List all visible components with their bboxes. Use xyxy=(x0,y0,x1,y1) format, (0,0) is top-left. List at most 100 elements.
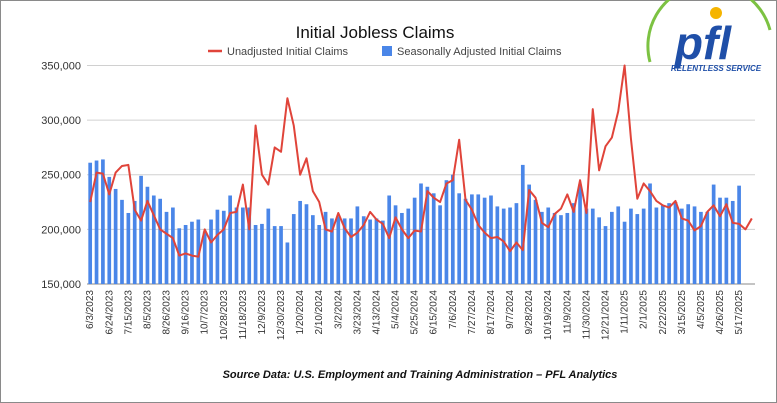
bar xyxy=(622,221,627,284)
bar xyxy=(679,208,684,284)
chart-title: Initial Jobless Claims xyxy=(296,23,455,42)
x-tick-label: 9/7/2024 xyxy=(505,290,516,329)
legend-line-label: Unadjusted Initial Claims xyxy=(227,46,349,58)
pfl-logo: pfl RELENTLESS SERVICE xyxy=(646,0,772,73)
bar xyxy=(88,162,93,284)
bar xyxy=(113,188,118,284)
x-tick-label: 5/17/2025 xyxy=(734,290,745,335)
bar xyxy=(393,205,398,284)
x-tick-label: 4/26/2025 xyxy=(715,290,726,335)
bar xyxy=(450,174,455,284)
bar xyxy=(520,164,525,284)
bar xyxy=(533,199,538,284)
bar xyxy=(482,197,487,284)
x-tick-label: 11/30/2024 xyxy=(581,290,592,340)
x-axis-ticks: 6/3/2023 6/24/2023 7/15/2023 8/5/2023 8/26/2… xyxy=(85,290,745,340)
x-tick-label: 3/2/2024 xyxy=(333,290,344,329)
x-tick-label: 7/15/2023 xyxy=(123,290,134,335)
bar xyxy=(648,183,652,284)
logo-swoosh xyxy=(646,0,772,63)
x-tick-label: 4/5/2025 xyxy=(696,290,707,329)
x-tick-label: 2/10/2024 xyxy=(314,290,325,335)
bar xyxy=(158,198,163,284)
bar xyxy=(667,203,671,284)
bar xyxy=(419,183,423,284)
bar xyxy=(699,211,703,284)
bar xyxy=(565,212,570,284)
bar xyxy=(361,216,366,284)
bar xyxy=(183,224,188,284)
bar-series xyxy=(88,159,741,284)
bar xyxy=(234,207,239,284)
bar xyxy=(215,209,220,284)
bar xyxy=(711,184,716,284)
bar xyxy=(387,195,392,284)
x-tick-label: 2/1/2025 xyxy=(639,290,650,329)
x-tick-label: 7/6/2024 xyxy=(448,290,459,329)
bar xyxy=(476,194,481,284)
bar xyxy=(221,210,226,284)
bar xyxy=(145,186,150,284)
bar xyxy=(590,208,595,284)
bar xyxy=(342,218,347,284)
bar xyxy=(126,212,131,284)
bar xyxy=(196,219,201,284)
bar xyxy=(171,207,175,284)
bar xyxy=(470,194,474,284)
bar xyxy=(584,208,589,284)
x-tick-label: 5/4/2024 xyxy=(391,290,402,329)
bar xyxy=(374,218,379,284)
legend-bar-label: Seasonally Adjusted Initial Claims xyxy=(397,46,562,58)
bar xyxy=(317,224,322,284)
x-tick-label: 6/15/2024 xyxy=(429,290,440,335)
bar xyxy=(508,207,512,284)
bar xyxy=(298,200,302,284)
bar xyxy=(266,208,271,284)
bar xyxy=(603,226,608,284)
bar xyxy=(559,215,563,284)
bar xyxy=(737,185,741,284)
logo-main-text: pfl xyxy=(673,17,732,69)
bar xyxy=(724,197,729,284)
y-tick-label: 250,000 xyxy=(41,170,81,182)
bar xyxy=(635,214,640,284)
bar xyxy=(431,193,436,284)
bar xyxy=(641,208,646,284)
x-tick-label: 8/26/2023 xyxy=(162,290,173,335)
x-tick-label: 8/5/2023 xyxy=(142,290,153,329)
bar xyxy=(311,215,315,284)
bar xyxy=(260,223,264,284)
bar xyxy=(527,184,531,284)
bar xyxy=(336,216,341,284)
x-tick-label: 6/24/2023 xyxy=(104,290,115,335)
bar xyxy=(368,219,372,284)
bar xyxy=(406,208,411,284)
logo-tagline: RELENTLESS SERVICE xyxy=(671,64,762,73)
bar xyxy=(241,207,245,284)
source-note: Source Data: U.S. Employment and Trainin… xyxy=(223,369,618,381)
x-tick-label: 8/17/2024 xyxy=(486,290,497,335)
bar xyxy=(253,224,258,284)
bar xyxy=(285,242,290,284)
y-tick-label: 200,000 xyxy=(41,224,81,236)
unadjusted-claims-line xyxy=(89,64,753,258)
bar xyxy=(489,195,493,284)
bar xyxy=(228,195,232,284)
bar xyxy=(730,200,735,284)
bar xyxy=(355,206,360,284)
x-tick-label: 5/25/2024 xyxy=(410,290,421,335)
bar xyxy=(692,206,697,284)
bar xyxy=(571,203,576,284)
bar xyxy=(164,211,169,284)
bar xyxy=(412,197,417,284)
x-tick-label: 11/9/2024 xyxy=(562,290,573,334)
bar xyxy=(380,220,385,284)
bar xyxy=(190,221,194,284)
bar xyxy=(457,193,462,284)
bar xyxy=(660,205,665,284)
bar xyxy=(597,217,601,284)
y-tick-label: 300,000 xyxy=(41,115,81,127)
bar xyxy=(323,211,328,284)
x-tick-label: 4/13/2024 xyxy=(371,290,382,335)
